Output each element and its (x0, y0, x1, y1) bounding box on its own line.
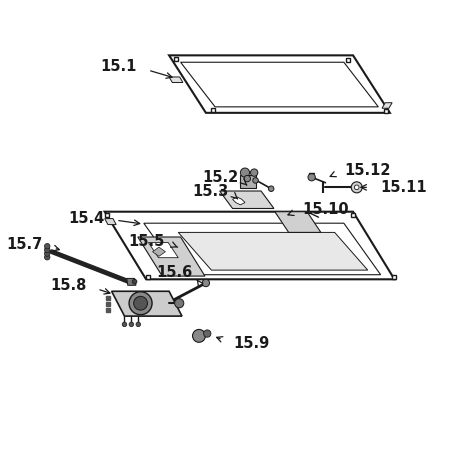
Circle shape (132, 279, 137, 284)
Text: 15.10: 15.10 (302, 202, 349, 217)
Circle shape (45, 244, 50, 249)
Polygon shape (138, 237, 205, 276)
Polygon shape (178, 232, 368, 270)
Circle shape (202, 279, 210, 287)
Text: 15.1: 15.1 (100, 59, 137, 74)
Circle shape (134, 296, 147, 310)
Circle shape (166, 300, 172, 305)
Circle shape (45, 247, 50, 253)
Polygon shape (153, 247, 165, 256)
Circle shape (129, 322, 134, 327)
Circle shape (122, 322, 127, 327)
Polygon shape (382, 103, 392, 108)
Circle shape (351, 182, 362, 193)
Circle shape (240, 168, 250, 177)
Circle shape (136, 322, 141, 327)
Circle shape (45, 251, 50, 256)
Text: 15.11: 15.11 (381, 180, 427, 195)
Circle shape (268, 186, 274, 191)
Text: 15.5: 15.5 (128, 234, 164, 249)
Circle shape (244, 175, 250, 182)
Polygon shape (233, 197, 245, 205)
Text: 15.6: 15.6 (156, 265, 192, 280)
Circle shape (174, 299, 184, 308)
Circle shape (192, 329, 205, 342)
Circle shape (250, 169, 258, 176)
Polygon shape (169, 55, 390, 113)
Circle shape (253, 178, 258, 183)
Polygon shape (240, 175, 256, 188)
Text: 15.2: 15.2 (202, 170, 238, 185)
Circle shape (129, 292, 152, 315)
Polygon shape (111, 291, 182, 316)
Circle shape (45, 255, 50, 260)
Circle shape (203, 330, 211, 337)
Polygon shape (127, 278, 136, 285)
Polygon shape (105, 219, 116, 225)
Text: 15.12: 15.12 (344, 163, 391, 178)
Polygon shape (169, 77, 183, 82)
Text: 15.7: 15.7 (6, 237, 43, 252)
Text: 15.9: 15.9 (234, 336, 270, 351)
Polygon shape (219, 191, 274, 209)
Polygon shape (148, 243, 178, 258)
Text: 15.8: 15.8 (50, 278, 86, 293)
Circle shape (308, 173, 315, 181)
Polygon shape (275, 212, 321, 232)
Text: 15.3: 15.3 (192, 183, 229, 199)
Text: 15.4: 15.4 (68, 211, 105, 226)
Polygon shape (105, 212, 394, 279)
Circle shape (355, 185, 359, 190)
